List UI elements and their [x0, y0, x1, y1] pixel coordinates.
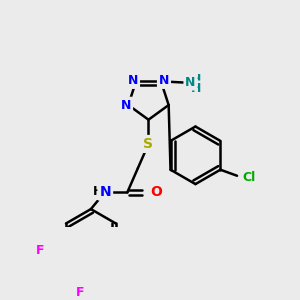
- Text: N: N: [121, 98, 131, 112]
- Text: H: H: [190, 82, 201, 95]
- Text: N: N: [100, 185, 111, 199]
- Text: F: F: [36, 244, 44, 257]
- Text: S: S: [143, 137, 154, 151]
- Text: O: O: [150, 185, 162, 200]
- Text: Cl: Cl: [243, 171, 256, 184]
- Text: F: F: [76, 286, 85, 299]
- Text: N: N: [185, 76, 196, 88]
- Text: H: H: [190, 73, 201, 86]
- Text: N: N: [128, 74, 138, 87]
- Text: N: N: [159, 74, 169, 87]
- Text: H: H: [93, 185, 104, 198]
